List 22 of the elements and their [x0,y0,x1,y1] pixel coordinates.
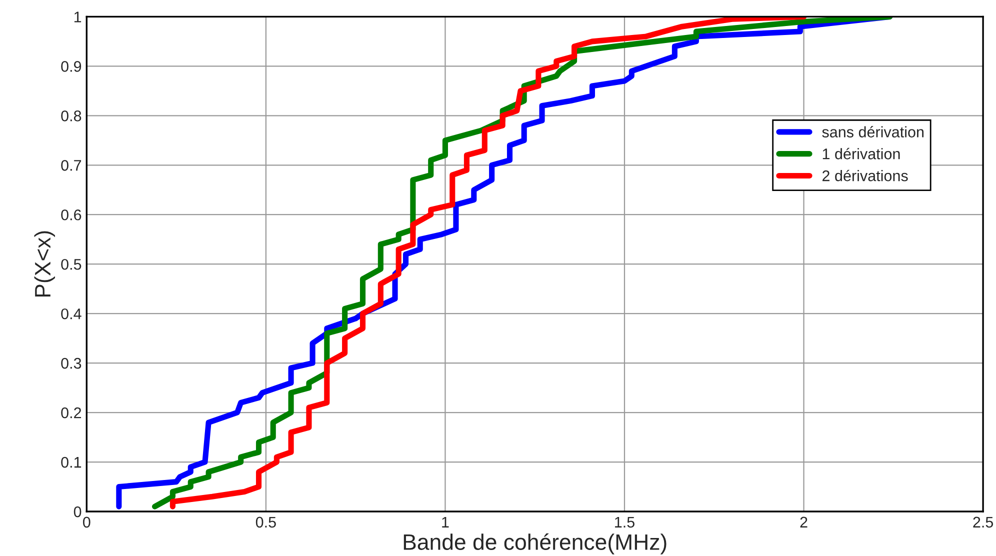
x-tick-label: 1.5 [615,516,634,528]
y-tick-label: 0.7 [61,160,82,171]
x-tick-label: 2.5 [973,516,994,528]
y-tick-label: 0.5 [61,258,82,270]
y-tick-label: 0 [74,506,82,518]
y-tick-label: 0.4 [61,308,82,320]
x-axis-title: Bande de cohérence(MHz) [404,533,666,554]
y-tick-label: 0.3 [61,358,82,369]
legend-label: sans dérivation [822,126,924,138]
y-tick-label: 0.2 [61,407,82,418]
legend-label: 1 dérivation [822,148,900,160]
x-tick-label: 2 [800,516,808,528]
y-tick-label: 0.9 [61,61,82,72]
legend-label: 2 dérivations [822,170,908,182]
y-tick-label: 1 [74,12,82,22]
y-tick-label: 0.1 [61,456,82,468]
y-tick-label: 0.6 [61,209,82,220]
y-axis-title: P(X<x) [34,231,55,297]
y-tick-label: 0.8 [61,110,82,122]
x-tick-label: 0 [83,516,90,528]
x-tick-label: 0.5 [256,516,276,528]
x-tick-label: 1 [442,516,449,528]
